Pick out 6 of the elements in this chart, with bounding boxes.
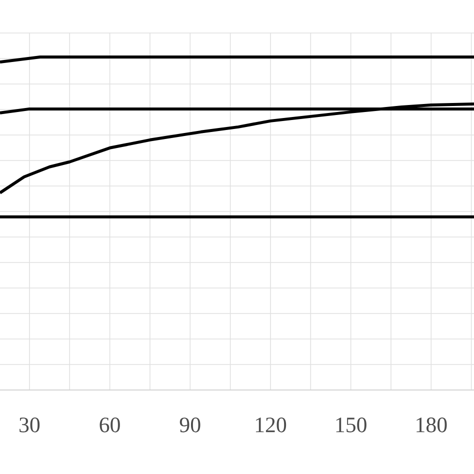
x-tick-label: 60 (100, 418, 120, 432)
x-tick-label: 180 (416, 418, 447, 432)
x-tick-label: 90 (180, 418, 200, 432)
x-tick-label: 120 (256, 418, 286, 432)
x-tick-label: 30 (20, 418, 40, 432)
x-tick-label: 150 (336, 418, 366, 432)
